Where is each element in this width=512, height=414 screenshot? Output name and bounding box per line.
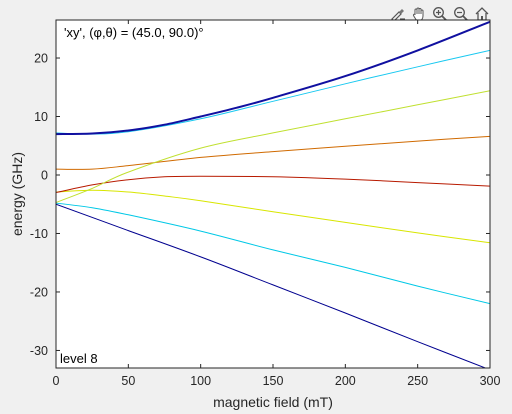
series-line-4: [56, 175, 490, 193]
x-tick-label: 200: [335, 374, 356, 388]
pan-hand-icon[interactable]: [409, 4, 429, 24]
plot-area: [56, 20, 490, 368]
x-tick-label: 0: [53, 374, 60, 388]
x-tick-label: 250: [407, 374, 428, 388]
y-tick-label: 10: [34, 110, 48, 124]
series-line-3: [56, 189, 490, 244]
level-annotation: level 8: [60, 351, 98, 366]
series-line-5: [56, 135, 490, 170]
orientation-annotation: 'xy', (φ,θ) = (45.0, 90.0)°: [64, 25, 204, 40]
series-line-8: [56, 20, 490, 136]
x-tick-label: 300: [480, 374, 501, 388]
x-tick-label: 100: [190, 374, 211, 388]
y-tick-label: -20: [30, 285, 48, 299]
series-layer: [56, 20, 490, 368]
figure-toolbar: [388, 4, 492, 24]
ticks-layer: 0 50 100 150 200 250 300 -30 -20 -10 0 10 20: [30, 20, 501, 388]
x-axis-label: magnetic field (mT): [213, 394, 333, 410]
y-tick-label: -10: [30, 227, 48, 241]
series-line-1: [56, 203, 487, 368]
y-tick-label: -30: [30, 344, 48, 358]
x-tick-label: 50: [121, 374, 135, 388]
y-tick-label: 20: [34, 52, 48, 66]
y-axis-label: energy (GHz): [9, 152, 25, 236]
series-line-2: [56, 202, 490, 305]
y-tick-label: 0: [41, 168, 48, 182]
series-line-6: [56, 90, 490, 203]
x-tick-label: 150: [263, 374, 284, 388]
